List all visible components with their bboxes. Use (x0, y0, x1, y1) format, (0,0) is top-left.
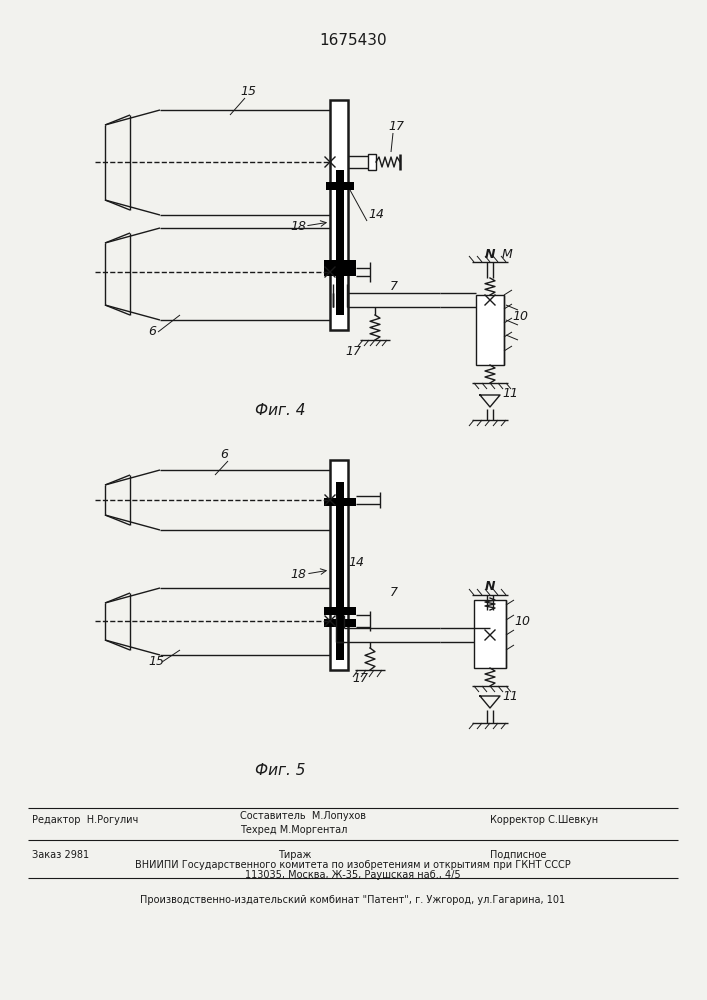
Text: Подписное: Подписное (490, 850, 547, 860)
Text: 113035, Москва, Ж-35, Раушская наб., 4/5: 113035, Москва, Ж-35, Раушская наб., 4/5 (245, 870, 461, 880)
Bar (336, 482, 344, 660)
Text: 18: 18 (290, 568, 306, 581)
Bar (474, 600, 506, 668)
Text: 7: 7 (390, 280, 398, 293)
Text: 14: 14 (348, 556, 364, 569)
Text: Редактор  Н.Рогулич: Редактор Н.Рогулич (32, 815, 139, 825)
Text: 11: 11 (502, 387, 518, 400)
Bar (476, 295, 504, 365)
Text: 6: 6 (220, 448, 228, 461)
Text: Заказ 2981: Заказ 2981 (32, 850, 89, 860)
Bar (324, 268, 356, 276)
Text: 17: 17 (345, 345, 361, 358)
Bar (336, 170, 344, 315)
Bar (324, 607, 356, 615)
Text: 10: 10 (514, 615, 530, 628)
Text: Фиг. 5: Фиг. 5 (255, 763, 305, 778)
Text: Составитель  М.Лопухов: Составитель М.Лопухов (240, 811, 366, 821)
Bar (330, 460, 348, 670)
Text: 7: 7 (390, 586, 398, 599)
Text: M: M (502, 248, 513, 261)
Text: 10: 10 (512, 310, 528, 323)
Text: ВНИИПИ Государственного комитета по изобретениям и открытиям при ГКНТ СССР: ВНИИПИ Государственного комитета по изоб… (135, 860, 571, 870)
Text: 11: 11 (502, 690, 518, 703)
Text: 6: 6 (148, 325, 156, 338)
Text: 17: 17 (388, 120, 404, 133)
Bar (330, 100, 348, 330)
Text: N: N (485, 580, 496, 593)
Text: 14: 14 (368, 208, 384, 221)
Bar (324, 260, 356, 268)
Text: Тираж: Тираж (278, 850, 311, 860)
Text: Фиг. 4: Фиг. 4 (255, 403, 305, 418)
Text: 17: 17 (352, 672, 368, 685)
Bar (326, 182, 354, 190)
Text: Техред М.Моргентал: Техред М.Моргентал (240, 825, 347, 835)
Text: 18: 18 (290, 220, 306, 233)
Text: 1675430: 1675430 (319, 33, 387, 48)
Text: 15: 15 (240, 85, 256, 98)
Text: Производственно-издательский комбинат "Патент", г. Ужгород, ул.Гагарина, 101: Производственно-издательский комбинат "П… (141, 895, 566, 905)
Bar (368, 154, 376, 170)
Text: Корректор С.Шевкун: Корректор С.Шевкун (490, 815, 598, 825)
Bar (324, 498, 356, 506)
Bar (324, 619, 356, 627)
Text: 15: 15 (148, 655, 164, 668)
Text: N: N (485, 248, 496, 261)
Bar (368, 154, 376, 170)
